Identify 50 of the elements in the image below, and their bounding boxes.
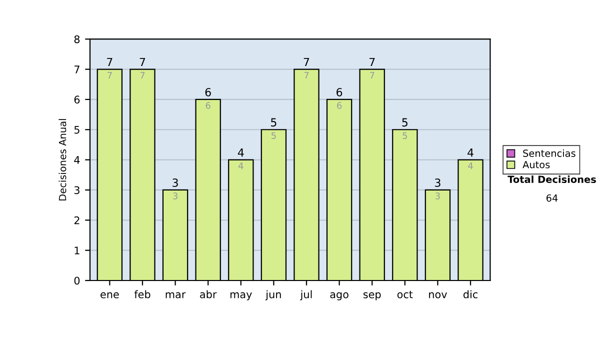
text: Total Decisiones (508, 175, 596, 184)
x-tick-label: sep (363, 292, 381, 300)
total-label: 7 (369, 58, 375, 66)
legend-label: Autos (522, 161, 550, 168)
total-label: 6 (205, 88, 211, 96)
total-label: 4 (238, 148, 244, 157)
y-tick-label: 0 (74, 276, 80, 285)
x-tick-label: jul (300, 290, 312, 300)
x-tick-label: ene (100, 292, 119, 298)
y-axis-title: Decisiones Anual (58, 119, 66, 200)
y-tick-label: 6 (74, 96, 80, 104)
data-label: 7 (108, 72, 112, 79)
data-label: 3 (173, 192, 178, 200)
x-tick-label: oct (397, 290, 413, 298)
total-label: 5 (402, 118, 408, 127)
data-label: 7 (140, 72, 145, 79)
data-label: 4 (468, 162, 473, 170)
y-tick-label: 8 (74, 35, 80, 44)
total-label: 4 (468, 148, 474, 157)
x-tick-label: jun (265, 290, 281, 300)
data-label: 3 (436, 192, 440, 200)
total-label: 6 (336, 88, 342, 96)
x-tick-label: ago (330, 292, 348, 300)
x-tick-label: nov (429, 292, 447, 298)
data-label: 4 (238, 162, 244, 170)
total-label: 7 (140, 58, 146, 66)
y-tick-label: 1 (74, 246, 80, 254)
x-tick-label: mar (166, 292, 186, 298)
total-label: 3 (435, 178, 440, 187)
data-label: 5 (272, 132, 276, 140)
total-label: 7 (304, 58, 310, 66)
y-tick-label: 3 (74, 186, 80, 194)
data-label: 7 (370, 72, 374, 79)
y-tick-label: 7 (74, 66, 80, 74)
x-tick-label: may (230, 292, 252, 300)
y-tick-label: 2 (74, 216, 80, 224)
data-label: 7 (304, 72, 309, 79)
data-label: 6 (337, 102, 342, 109)
y-tick-label: 5 (74, 126, 80, 134)
legend-label: Sentencias (523, 149, 576, 157)
y-tick-label: 4 (74, 156, 80, 164)
x-tick-label: feb (134, 290, 150, 298)
total-label: 5 (271, 118, 276, 127)
total-label: 3 (172, 178, 178, 187)
x-tick-label: abr (200, 290, 217, 298)
x-tick-label: dic (463, 290, 478, 298)
data-label: 5 (402, 132, 407, 140)
data-label: 6 (206, 102, 210, 109)
text: 64 (546, 194, 558, 202)
total-label: 7 (107, 58, 112, 66)
